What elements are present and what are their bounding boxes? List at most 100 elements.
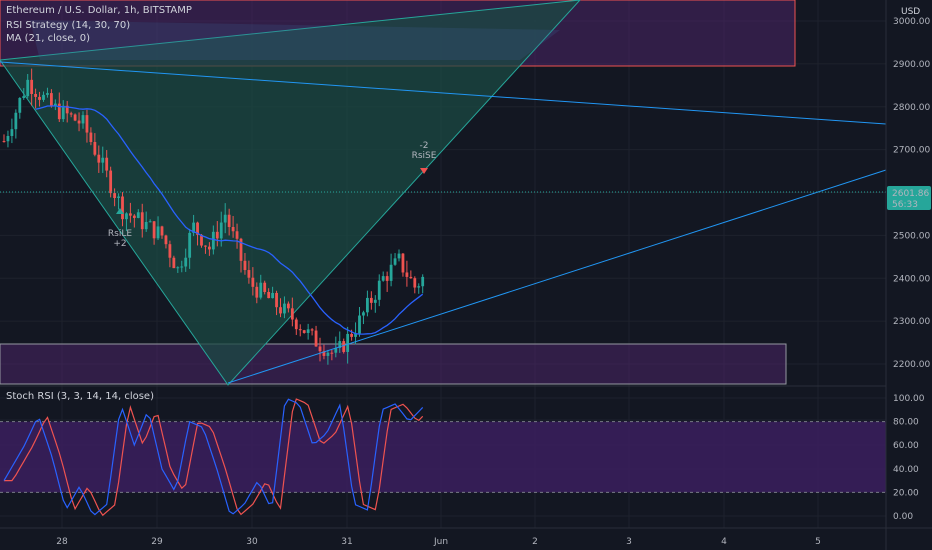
short-signal-qty: -2 xyxy=(420,141,429,151)
candle-body xyxy=(342,341,346,352)
candle-body xyxy=(409,276,413,279)
time-tick: Jun xyxy=(433,537,448,547)
triangle-overlap xyxy=(30,20,560,60)
candle-body xyxy=(389,264,393,281)
candle-body xyxy=(215,231,219,239)
candle-body xyxy=(65,105,69,114)
candle-body xyxy=(22,96,26,98)
candle-body xyxy=(259,282,263,298)
stoch-legend[interactable]: Stoch RSI (3, 3, 14, 14, close) xyxy=(6,391,154,402)
candle-body xyxy=(211,231,215,250)
candle-body xyxy=(73,114,77,121)
candle-body xyxy=(160,226,164,236)
candle-body xyxy=(326,352,330,356)
candle-body xyxy=(148,221,152,223)
candle-body xyxy=(132,215,136,218)
candle-body xyxy=(373,299,377,303)
candle-body xyxy=(208,246,211,250)
candle-body xyxy=(204,245,207,247)
candle-body xyxy=(279,307,282,314)
candle-body xyxy=(50,93,53,106)
candle-body xyxy=(350,333,353,337)
moving-average xyxy=(35,105,424,335)
candle-body xyxy=(38,96,41,100)
strategy-legend[interactable]: RSI Strategy (14, 30, 70) xyxy=(6,20,131,31)
candle-body xyxy=(152,221,156,239)
price-tick: 2700.00 xyxy=(893,146,930,156)
chart-title[interactable]: Ethereum / U.S. Dollar, 1h, BITSTAMP xyxy=(6,5,192,16)
candle-body xyxy=(46,93,49,95)
candle-body xyxy=(405,272,409,277)
candle-body xyxy=(168,244,172,258)
candle-body xyxy=(42,94,45,100)
ma-legend[interactable]: MA (21, close, 0) xyxy=(6,33,91,44)
ma-line xyxy=(35,105,424,335)
time-tick: 3 xyxy=(626,537,632,547)
candle-body xyxy=(105,157,109,171)
candle-body xyxy=(18,97,22,113)
candle-body xyxy=(243,260,247,271)
stoch-d-line xyxy=(4,398,424,517)
time-tick: 2 xyxy=(532,537,538,547)
candle-body xyxy=(53,103,57,106)
candle-body xyxy=(385,276,389,281)
candle-body xyxy=(421,276,425,287)
candle-body xyxy=(338,341,342,348)
candle-body xyxy=(283,303,286,314)
candle-body xyxy=(330,352,334,354)
candle-body xyxy=(239,238,243,261)
candle-body xyxy=(223,214,227,223)
time-tick: 31 xyxy=(341,537,352,547)
candle-body xyxy=(267,291,271,299)
candle-body xyxy=(255,286,259,298)
candle-body xyxy=(200,234,203,246)
candle-body xyxy=(251,277,255,287)
demand-zone xyxy=(0,343,787,385)
candle-body xyxy=(235,231,239,239)
drawing-zones[interactable] xyxy=(0,0,796,386)
candle-body xyxy=(30,79,34,94)
stoch-tick: 40.00 xyxy=(893,465,919,475)
candle-body xyxy=(366,297,369,313)
long-arrow xyxy=(116,208,124,214)
candle-body xyxy=(247,270,251,278)
stoch-rsi-panel xyxy=(0,385,886,517)
candle-body xyxy=(34,93,37,97)
candle-body xyxy=(101,157,105,163)
candle-body xyxy=(164,235,168,245)
candle-body xyxy=(287,303,290,309)
candle-body xyxy=(227,214,231,227)
time-tick: 30 xyxy=(246,537,258,547)
countdown-value: 56:33 xyxy=(892,200,918,210)
candle-body xyxy=(310,329,314,331)
candle-body xyxy=(89,132,93,143)
price-tick: 2400.00 xyxy=(893,274,930,284)
last-price-badge xyxy=(887,186,931,210)
ascending-trendline xyxy=(227,169,887,384)
stoch-tick: 20.00 xyxy=(893,488,919,498)
candle-body xyxy=(263,282,267,292)
candle-body xyxy=(10,129,14,136)
trendlines[interactable] xyxy=(0,61,887,384)
candle-body xyxy=(377,280,381,300)
candle-body xyxy=(397,253,401,259)
candle-body xyxy=(109,170,113,194)
candle-body xyxy=(117,196,120,198)
candle-body xyxy=(121,196,124,220)
candle-body xyxy=(231,226,235,232)
short-arrow xyxy=(420,168,428,174)
candle-body xyxy=(93,142,97,155)
candle-body xyxy=(334,347,338,353)
candle-body xyxy=(401,253,405,273)
candle-body xyxy=(362,312,365,316)
candle-body xyxy=(129,213,132,216)
candle-body xyxy=(192,222,195,233)
candle-body xyxy=(302,330,306,333)
currency-label: USD xyxy=(901,7,921,17)
candle-body xyxy=(290,308,294,320)
candles xyxy=(2,68,425,365)
time-tick: 28 xyxy=(56,537,68,547)
